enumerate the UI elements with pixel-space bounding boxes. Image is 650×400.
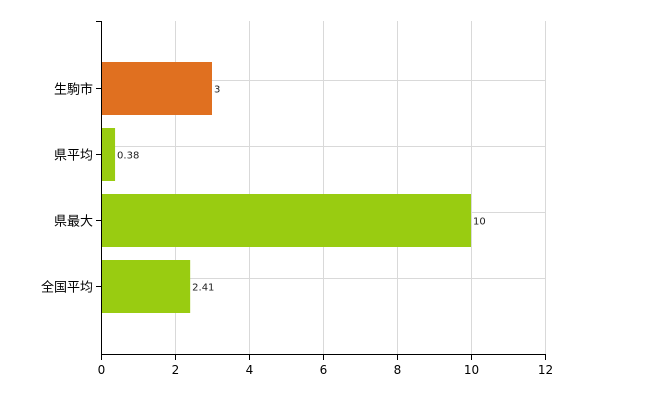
data-label: 3	[214, 85, 220, 96]
x-tick-label: 8	[394, 363, 402, 377]
bar	[102, 62, 212, 115]
category-label: 生駒市	[54, 82, 93, 98]
data-label: 0.38	[117, 151, 139, 162]
x-tick-label: 6	[320, 363, 328, 377]
x-tick-label: 0	[98, 363, 106, 377]
category-label: 県最大	[54, 215, 93, 230]
data-label: 2.41	[192, 283, 214, 294]
category-label: 全国平均	[41, 280, 93, 296]
axes	[96, 21, 546, 360]
bar	[102, 260, 191, 313]
x-tick-label: 12	[538, 363, 553, 377]
bar	[102, 128, 116, 181]
bars	[102, 62, 471, 313]
x-tick-label: 10	[464, 363, 479, 377]
x-tick-label: 2	[172, 363, 180, 377]
x-tick-label: 4	[246, 363, 254, 377]
labels: 3 生駒市 0.38 県平均 10 県最大 2.41 全国平均 0 2 4 6 8 10 12	[41, 82, 553, 378]
category-label: 県平均	[54, 149, 93, 164]
data-label: 10	[473, 217, 486, 228]
bar	[102, 194, 471, 247]
